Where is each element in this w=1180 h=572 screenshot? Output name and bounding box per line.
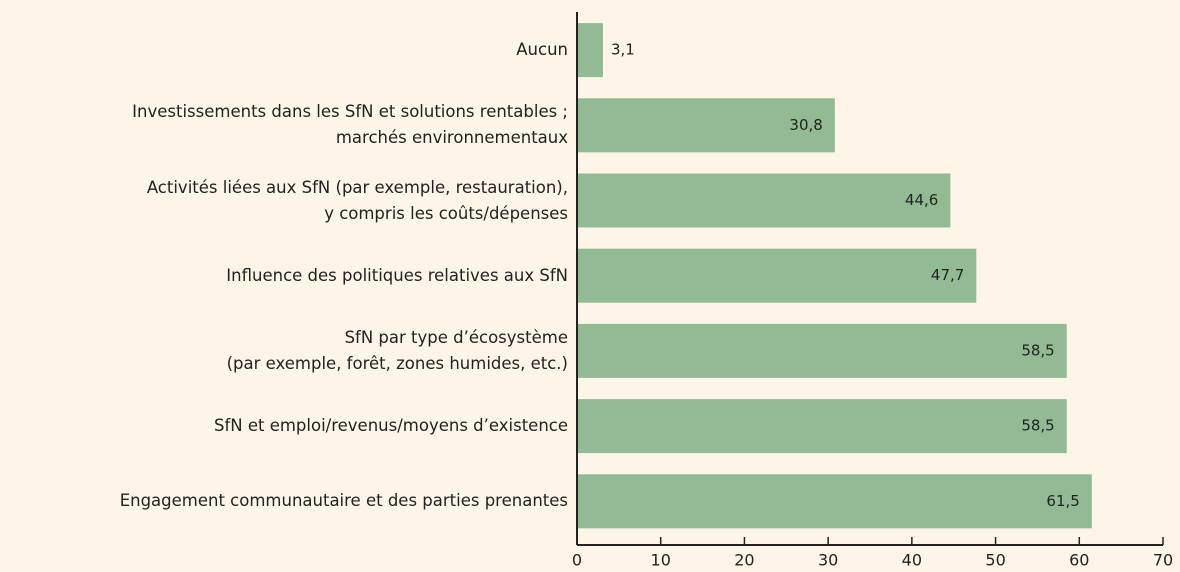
bar (577, 23, 603, 78)
x-tick-label: 60 (1069, 551, 1089, 570)
bar (577, 173, 951, 228)
bar (577, 474, 1092, 529)
bar (577, 98, 835, 153)
x-tick-label: 50 (985, 551, 1005, 570)
x-tick-label: 10 (651, 551, 671, 570)
bar (577, 399, 1067, 454)
bar (577, 323, 1067, 378)
x-tick-label: 0 (572, 551, 582, 570)
category-label: Influence des politiques relatives aux S… (226, 265, 568, 285)
value-label: 58,5 (1021, 417, 1054, 435)
bar (577, 248, 977, 303)
value-label: 3,1 (611, 41, 635, 59)
category-label: Engagement communautaire et des parties … (119, 491, 568, 511)
category-label: SfN et emploi/revenus/moyens d’existence (213, 416, 568, 436)
category-label: Investissements dans les SfN et solution… (132, 102, 568, 148)
value-label: 61,5 (1046, 492, 1079, 510)
category-label: SfN par type d’écosystème (par exemple, … (226, 327, 568, 373)
value-label: 44,6 (905, 191, 938, 209)
category-label: Activités liées aux SfN (par exemple, re… (146, 177, 568, 223)
category-label: Aucun (516, 40, 568, 60)
x-tick-label: 20 (734, 551, 754, 570)
value-label: 47,7 (931, 266, 964, 284)
x-tick-label: 40 (902, 551, 922, 570)
x-tick-label: 70 (1153, 551, 1173, 570)
value-label: 30,8 (789, 116, 822, 134)
value-label: 58,5 (1021, 341, 1054, 359)
x-tick-label: 30 (818, 551, 838, 570)
